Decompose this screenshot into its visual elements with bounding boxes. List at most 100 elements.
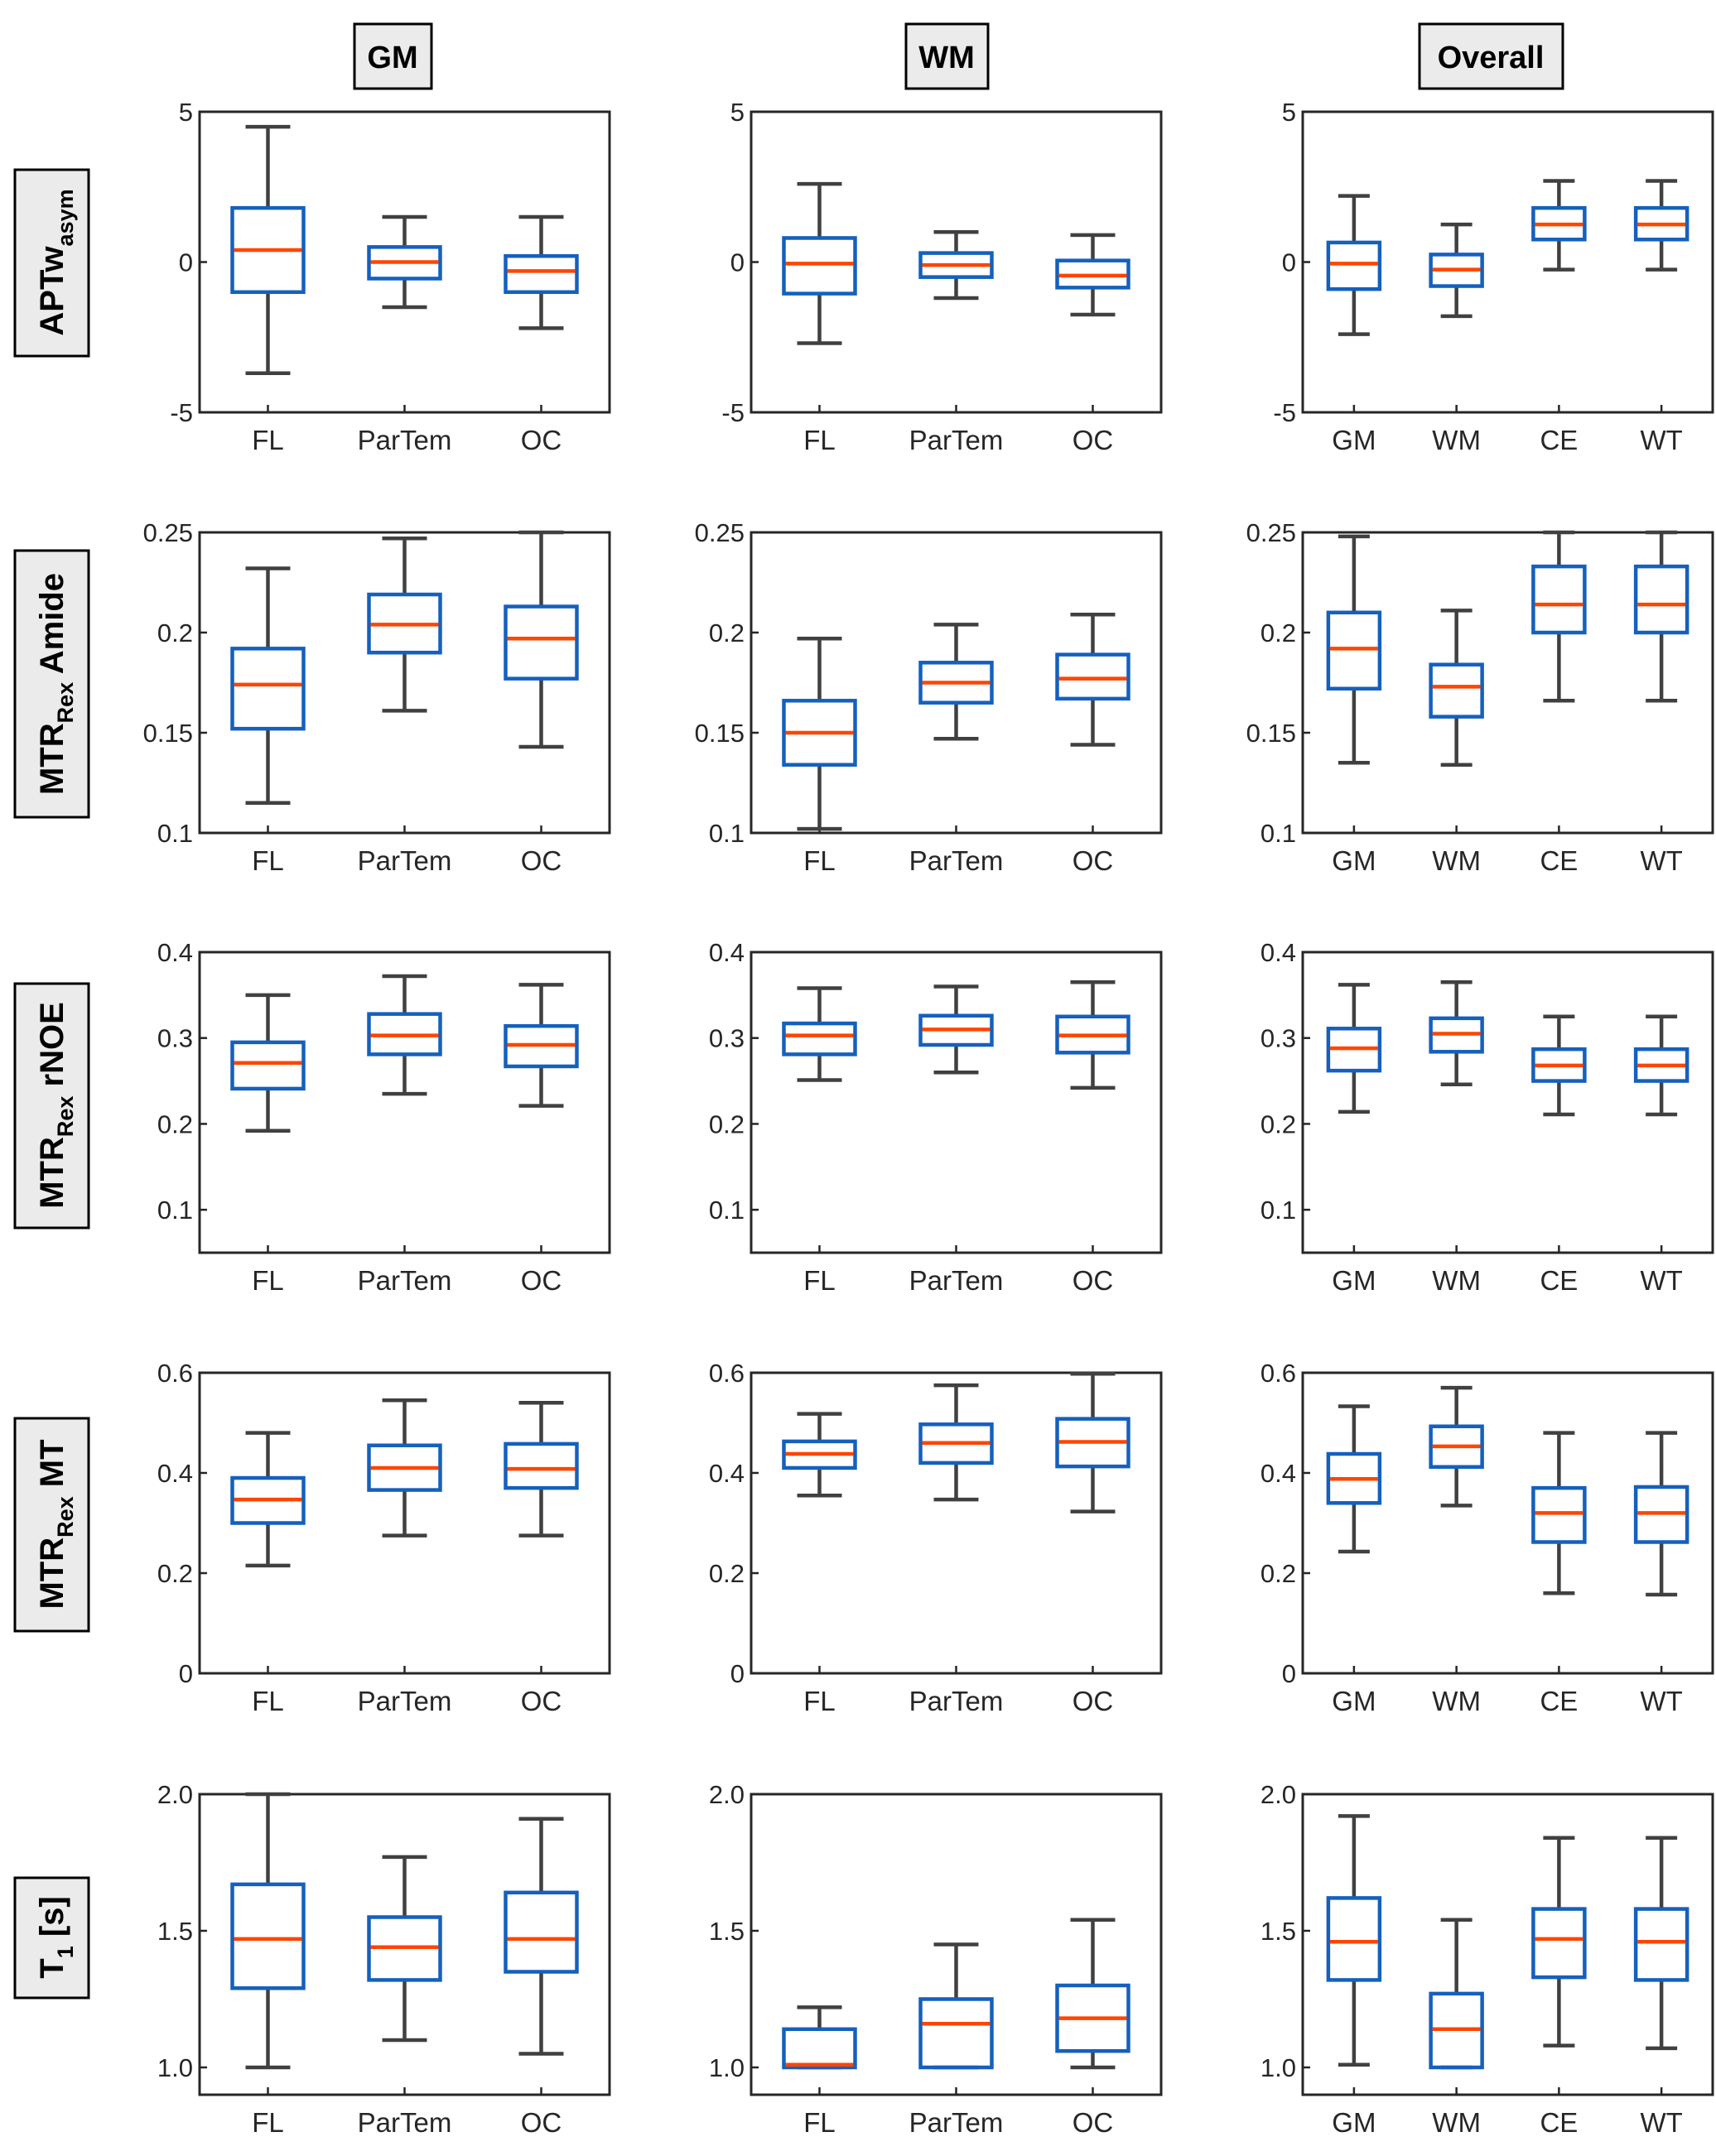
panel-amide-wm: 0.25 0.2 0.15 0.1 FL ParTem OC <box>695 518 1163 876</box>
panel-amide-gm-ytick-label: 0.2 <box>157 618 193 647</box>
row-header-mt: MTRRex MT <box>13 1417 90 1633</box>
panel-mt-overall-box-wt <box>1633 1431 1689 1597</box>
panel-aptw-gm-ytick-label: 0 <box>179 248 193 277</box>
panel-mt-overall: 0.6 0.4 0.2 0 GM WM CE WT <box>1260 1359 1714 1716</box>
iqr-box <box>1055 1014 1130 1055</box>
panel-mt-overall-box-ce <box>1531 1431 1587 1595</box>
column-header-overall: Overall <box>1418 22 1564 90</box>
panel-t1-overall-ytick-label: 1.5 <box>1260 1917 1296 1946</box>
panel-amide-gm-xtick-label: OC <box>521 845 562 876</box>
panel-rnoe-overall-xtick-label: WT <box>1640 1265 1682 1296</box>
panel-amide-gm-xtick-label: ParTem <box>358 845 452 876</box>
panel-aptw-wm: 5 0 -5 FL ParTem OC <box>721 98 1163 455</box>
panel-mt-gm-xtick-label: OC <box>521 1686 562 1716</box>
iqr-box <box>1633 1047 1689 1083</box>
panel-t1-overall-xtick-label: WT <box>1640 2107 1682 2138</box>
panel-rnoe-wm-ytick-label: 0.1 <box>709 1196 745 1225</box>
iqr-box <box>918 1997 994 2070</box>
column-header-overall-label: Overall <box>1438 41 1545 75</box>
panel-aptw-gm-box-fl <box>230 124 306 376</box>
panel-amide-gm-box-oc <box>504 530 579 749</box>
panel-t1-gm: 2.0 1.5 1.0 FL ParTem OC <box>157 1780 611 2138</box>
iqr-box <box>504 1441 579 1490</box>
panel-aptw-wm-ytick-label: 5 <box>730 98 745 127</box>
panel-aptw-wm-xtick-label: OC <box>1072 425 1114 455</box>
panel-mt-wm-box-fl <box>782 1412 857 1498</box>
iqr-box <box>918 251 994 279</box>
panel-aptw-wm-box-fl <box>782 181 857 345</box>
row-header-amide-suffix: Amide <box>34 573 70 682</box>
iqr-box <box>1326 1451 1382 1505</box>
iqr-box <box>230 1040 306 1091</box>
panel-t1-gm-frame <box>198 1793 611 2096</box>
panel-mt-wm-ytick-label: 0.2 <box>709 1559 745 1588</box>
row-header-aptw-sub: asym <box>53 189 78 246</box>
panel-mt-wm-ytick-label: 0.4 <box>709 1459 745 1488</box>
panel-amide-wm-box-oc <box>1055 612 1130 747</box>
panel-rnoe-overall-xtick-label: WM <box>1432 1265 1481 1296</box>
panel-mt-gm-xtick-label: FL <box>252 1686 284 1716</box>
panel-mt-wm-ytick-label: 0.6 <box>709 1359 745 1388</box>
iqr-box <box>367 592 442 655</box>
panel-amide-wm-xtick-label: FL <box>803 845 836 876</box>
row-header-t1-suffix: [s] <box>34 1896 70 1946</box>
row-header-t1-main: T <box>34 1958 70 1978</box>
iqr-box <box>1633 205 1689 242</box>
panel-rnoe-gm-ytick-label: 0.4 <box>157 938 193 967</box>
svg-text:MTRRex Amide: MTRRex Amide <box>34 573 78 795</box>
iqr-box <box>367 1443 442 1492</box>
iqr-box <box>1531 1485 1587 1544</box>
panel-rnoe-wm-box-fl <box>782 986 857 1082</box>
iqr-box <box>230 1882 306 1990</box>
panel-grid: 5 0 -5 FL ParTem OC 5 0 -5 FL ParTem OC 5 0 -5 GM WM CE WT… <box>143 98 1714 2138</box>
iqr-box <box>1429 1424 1484 1469</box>
panel-aptw-gm-ytick-label: 5 <box>179 98 193 127</box>
iqr-box <box>504 1890 579 1974</box>
panel-mt-overall-ytick-label: 0 <box>1282 1659 1296 1688</box>
iqr-box <box>1055 258 1130 290</box>
panel-rnoe-gm-box-oc <box>504 983 579 1108</box>
panel-aptw-wm-box-oc <box>1055 233 1130 317</box>
panel-mt-wm-box-oc <box>1055 1371 1130 1514</box>
panel-amide-overall-frame <box>1301 531 1714 835</box>
column-header-wm: WM <box>904 22 990 90</box>
svg-text:T1 [s]: T1 [s] <box>34 1896 78 1978</box>
iqr-box <box>367 245 442 281</box>
svg-text:MTRRex MT: MTRRex MT <box>34 1439 78 1609</box>
panel-mt-gm-ytick-label: 0 <box>179 1659 193 1688</box>
iqr-box <box>1531 205 1587 242</box>
panel-aptw-overall-ytick-label: 0 <box>1282 248 1296 277</box>
panel-aptw-overall-box-wt <box>1633 179 1689 272</box>
panel-t1-overall-xtick-label: GM <box>1332 2107 1376 2138</box>
row-header-amide-main: MTR <box>34 723 70 795</box>
column-header-wm-label: WM <box>918 41 975 75</box>
panel-t1-wm-xtick-label: FL <box>803 2107 836 2138</box>
panel-rnoe-wm-ytick-label: 0.4 <box>709 938 745 967</box>
panel-t1-overall: 2.0 1.5 1.0 GM WM CE WT <box>1260 1780 1714 2138</box>
panel-t1-gm-ytick-label: 2.0 <box>157 1780 193 1809</box>
panel-mt-overall-xtick-label: GM <box>1332 1686 1376 1716</box>
panel-rnoe-gm-xtick-label: ParTem <box>358 1265 452 1296</box>
panel-rnoe-overall-ytick-label: 0.3 <box>1260 1024 1296 1053</box>
iqr-box <box>1531 1047 1587 1083</box>
panel-mt-overall-ytick-label: 0.4 <box>1260 1459 1296 1488</box>
panel-amide-overall-xtick-label: CE <box>1540 845 1578 876</box>
iqr-box <box>1429 1016 1484 1054</box>
panel-mt-overall-frame <box>1301 1371 1714 1675</box>
svg-text:MTRRex rNOE: MTRRex rNOE <box>34 1002 78 1209</box>
iqr-box <box>1055 652 1130 701</box>
panel-rnoe-overall-ytick-label: 0.1 <box>1260 1196 1296 1225</box>
panel-amide-overall-ytick-label: 0.2 <box>1260 618 1296 647</box>
panel-amide-overall-box-gm <box>1326 534 1382 765</box>
panel-rnoe-overall-xtick-label: CE <box>1540 1265 1578 1296</box>
iqr-box <box>918 1422 994 1465</box>
iqr-box <box>1531 564 1587 635</box>
panel-amide-gm-ytick-label: 0.1 <box>157 819 193 848</box>
panel-amide-overall-box-ce <box>1531 530 1587 703</box>
panel-t1-overall-xtick-label: WM <box>1432 2107 1481 2138</box>
panel-aptw-overall-box-ce <box>1531 179 1587 272</box>
row-header-t1: T1 [s] <box>13 1876 90 2000</box>
panel-t1-overall-box-wt <box>1633 1836 1689 2051</box>
panel-rnoe-overall-box-gm <box>1326 983 1382 1114</box>
panel-aptw-overall-ytick-label: 5 <box>1282 98 1296 127</box>
